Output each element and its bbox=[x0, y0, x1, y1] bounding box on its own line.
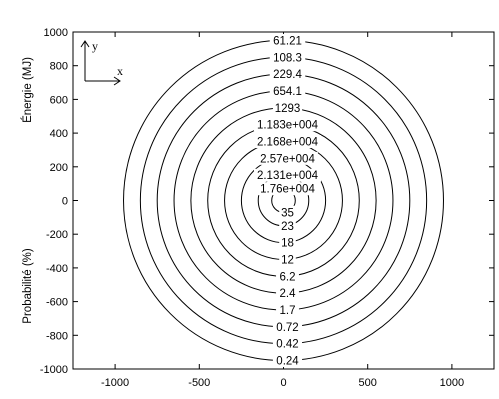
y-tick-label-0: 0 bbox=[62, 196, 68, 208]
probability-label-35: 35 bbox=[281, 207, 294, 219]
y-tick-label-200: -200 bbox=[46, 229, 68, 241]
ylabel-probability: Probabilité (%) bbox=[22, 248, 34, 324]
ylabel-energy: Énergie (MJ) bbox=[21, 57, 34, 123]
probability-label-2-4: 2.4 bbox=[280, 288, 297, 300]
x-tick-label-1000: 1000 bbox=[440, 377, 464, 389]
indicator-y-label: y bbox=[92, 39, 98, 53]
x-tick-label-1000: -1000 bbox=[101, 377, 129, 389]
probability-label-0-72-bg bbox=[272, 320, 303, 334]
energy-label-61-21: 61.21 bbox=[273, 35, 302, 47]
probability-label-0-42-bg bbox=[272, 337, 303, 351]
x-tick-label-0: 0 bbox=[280, 377, 286, 389]
energy-label-229-4: 229.4 bbox=[273, 69, 302, 81]
y-tick-label-400: -400 bbox=[46, 263, 68, 275]
energy-label-2-57e-004: 2.57e+004 bbox=[260, 153, 315, 165]
probability-label-18: 18 bbox=[281, 238, 294, 250]
energy-label-1-76e-004-bg bbox=[257, 182, 318, 196]
energy-label-654-1-bg bbox=[269, 84, 306, 98]
probability-label-0-42: 0.42 bbox=[276, 339, 298, 351]
probability-label-23-bg bbox=[279, 219, 296, 233]
probability-label-1-7: 1.7 bbox=[280, 305, 296, 317]
probability-label-23: 23 bbox=[281, 221, 294, 233]
energy-label-2-57e-004-bg bbox=[257, 151, 318, 165]
y-tick-label-600: -600 bbox=[46, 297, 68, 309]
energy-label-1293: 1293 bbox=[275, 103, 301, 115]
probability-label-6-2: 6.2 bbox=[280, 271, 296, 283]
indicator-x-label: x bbox=[117, 64, 123, 78]
probability-label-18-bg bbox=[279, 236, 296, 250]
y-tick-label-800: 800 bbox=[50, 61, 68, 73]
probability-label-2-4-bg bbox=[276, 286, 299, 300]
probability-label-12-bg bbox=[279, 252, 296, 266]
y-tick-label-400: 400 bbox=[50, 128, 68, 140]
x-tick-label-500: -500 bbox=[188, 377, 210, 389]
probability-label-0-24-bg bbox=[272, 354, 303, 368]
energy-label-2-168e-004: 2.168e+004 bbox=[257, 137, 319, 149]
probability-label-1-7-bg bbox=[276, 303, 299, 317]
energy-label-2-131e-004: 2.131e+004 bbox=[257, 170, 319, 182]
probability-label-35-bg bbox=[279, 205, 296, 219]
indicator-x-arrowhead bbox=[113, 76, 121, 86]
energy-label-61-21-bg bbox=[269, 33, 306, 47]
plot-area bbox=[72, 31, 495, 370]
energy-label-2-131e-004-bg bbox=[254, 168, 321, 182]
energy-label-1-183e-004: 1.183e+004 bbox=[257, 120, 319, 132]
energy-label-229-4-bg bbox=[269, 67, 306, 81]
y-tick-label-200: 200 bbox=[50, 162, 68, 174]
probability-label-0-24: 0.24 bbox=[276, 356, 299, 368]
energy-label-108-3-bg bbox=[269, 50, 306, 64]
y-tick-label-1000: 1000 bbox=[44, 27, 68, 39]
probability-label-12: 12 bbox=[281, 254, 294, 266]
probability-label-6-2-bg bbox=[276, 269, 299, 283]
x-tick-label-500: 500 bbox=[359, 377, 377, 389]
energy-label-1-183e-004-bg bbox=[254, 118, 321, 132]
y-tick-label-800: -800 bbox=[46, 330, 68, 342]
energy-label-108-3: 108.3 bbox=[273, 52, 302, 64]
energy-label-2-168e-004-bg bbox=[254, 135, 321, 149]
energy-label-654-1: 654.1 bbox=[273, 86, 302, 98]
probability-label-0-72: 0.72 bbox=[276, 322, 298, 334]
energy-label-1293-bg bbox=[272, 101, 303, 115]
y-tick-label-1000: -1000 bbox=[40, 364, 68, 376]
indicator-y-arrowhead bbox=[80, 40, 90, 48]
y-tick-label-600: 600 bbox=[50, 94, 68, 106]
energy-label-1-76e-004: 1.76e+004 bbox=[260, 184, 315, 196]
